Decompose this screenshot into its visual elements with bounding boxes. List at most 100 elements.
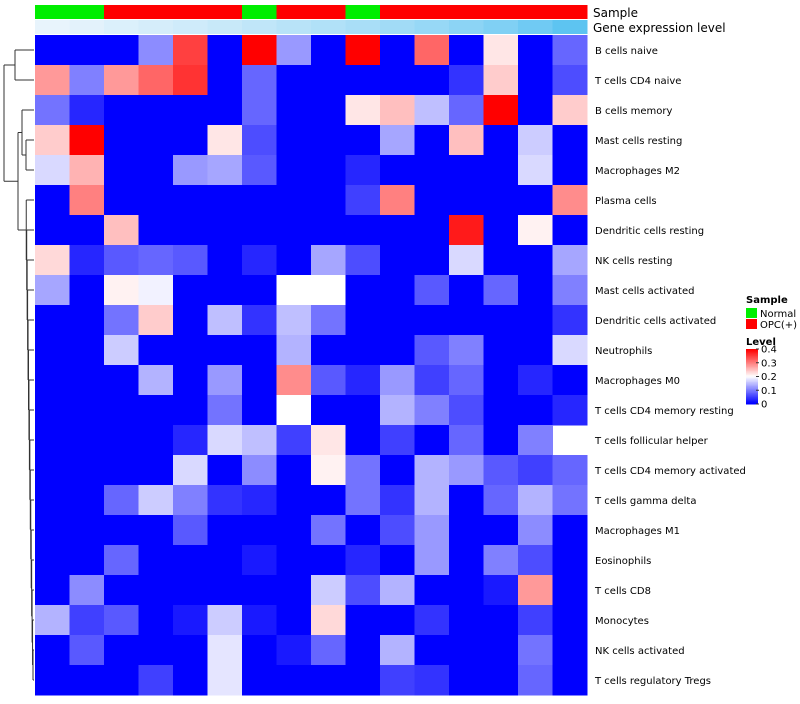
heatmap-cell xyxy=(449,455,484,486)
heatmap-cell xyxy=(207,455,243,486)
heatmap-cell xyxy=(138,425,174,456)
heatmap-cell xyxy=(276,335,312,366)
heatmap-cell xyxy=(518,155,553,186)
heatmap-cell xyxy=(138,65,174,96)
heatmap-cell xyxy=(483,575,519,606)
heatmap-cell xyxy=(311,395,346,426)
heatmap-cell xyxy=(138,125,174,156)
heatmap-cell xyxy=(552,245,588,276)
expression-annotation-cell xyxy=(242,20,277,34)
legend-level-title: Level xyxy=(746,337,776,348)
heatmap-cell xyxy=(35,515,70,546)
heatmap-cell xyxy=(276,305,312,336)
heatmap-cell xyxy=(483,635,519,666)
heatmap-cell xyxy=(242,365,277,396)
heatmap-cell xyxy=(311,485,346,516)
heatmap-cell xyxy=(345,425,381,456)
heatmap-cell xyxy=(380,215,415,246)
expression-annotation-cell xyxy=(414,20,450,34)
heatmap-cell xyxy=(483,485,519,516)
heatmap-cell xyxy=(483,515,519,546)
heatmap-cell xyxy=(276,425,312,456)
sample-annotation-cell xyxy=(518,5,553,19)
heatmap-cell xyxy=(552,65,588,96)
colorbar-step xyxy=(746,386,758,388)
colorbar-step xyxy=(746,362,758,365)
heatmap-cell xyxy=(552,335,588,366)
heatmap-cell xyxy=(483,245,519,276)
track-label: Gene expression level xyxy=(593,21,726,35)
heatmap-cell xyxy=(104,395,139,426)
heatmap-cell xyxy=(380,155,415,186)
heatmap-cell xyxy=(380,545,415,576)
heatmap-cell xyxy=(345,485,381,516)
heatmap-cell xyxy=(69,515,105,546)
heatmap-cell xyxy=(552,35,588,66)
heatmap-cell xyxy=(552,395,588,426)
heatmap-cell xyxy=(173,425,208,456)
heatmap-cell xyxy=(552,545,588,576)
heatmap-cell xyxy=(518,395,553,426)
sample-annotation-cell xyxy=(69,5,105,19)
heatmap-cell xyxy=(69,365,105,396)
heatmap-cell xyxy=(449,335,484,366)
heatmap-cell xyxy=(242,395,277,426)
heatmap-cell xyxy=(414,545,450,576)
expression-annotation-cell xyxy=(311,20,346,34)
legend-swatch-normal xyxy=(746,308,757,318)
colorbar-step xyxy=(746,375,758,377)
heatmap-cell xyxy=(138,215,174,246)
colorbar-step xyxy=(746,383,758,386)
heatmap-cell xyxy=(380,365,415,396)
heatmap-cell xyxy=(242,305,277,336)
heatmap-cell xyxy=(449,545,484,576)
heatmap-cell xyxy=(311,95,346,126)
heatmap-cell xyxy=(69,185,105,216)
heatmap-cell xyxy=(449,65,484,96)
heatmap-cell xyxy=(207,125,243,156)
colorbar-step xyxy=(746,376,758,379)
heatmap-cell xyxy=(414,665,450,696)
heatmap-cell xyxy=(35,155,70,186)
heatmap-cell xyxy=(345,95,381,126)
heatmap-cell xyxy=(242,95,277,126)
heatmap-cell xyxy=(173,665,208,696)
heatmap-cell xyxy=(449,395,484,426)
heatmap-cell xyxy=(345,635,381,666)
colorbar-step xyxy=(746,398,758,401)
colorbar-step xyxy=(746,373,758,376)
heatmap-cell xyxy=(414,245,450,276)
heatmap-cell xyxy=(104,485,139,516)
heatmap-cell xyxy=(207,65,243,96)
expression-annotation-cell xyxy=(138,20,174,34)
heatmap-cell xyxy=(380,395,415,426)
sample-annotation-cell xyxy=(207,5,243,19)
heatmap-cell xyxy=(552,185,588,216)
heatmap-cell xyxy=(380,95,415,126)
heatmap-cell xyxy=(414,395,450,426)
heatmap-cell xyxy=(345,515,381,546)
heatmap-cell xyxy=(345,155,381,186)
heatmap-cell xyxy=(449,125,484,156)
heatmap-cell xyxy=(345,605,381,636)
colorbar-step xyxy=(746,358,758,361)
heatmap-cell xyxy=(35,455,70,486)
heatmap-cell xyxy=(449,665,484,696)
heatmap-cell xyxy=(449,425,484,456)
row-label: B cells memory xyxy=(595,106,672,117)
row-label: Monocytes xyxy=(595,616,649,627)
expression-annotation-cell xyxy=(449,20,484,34)
heatmap-cell xyxy=(311,155,346,186)
heatmap-cell xyxy=(35,605,70,636)
heatmap-cell xyxy=(552,125,588,156)
heatmap-cell xyxy=(173,335,208,366)
heatmap-cell xyxy=(483,395,519,426)
legend: Sample Normal OPC(+) Level 0.4 0.3 0.2 0.1 0 xyxy=(746,295,797,411)
heatmap-cell xyxy=(69,635,105,666)
heatmap-cell xyxy=(207,95,243,126)
heatmap-cell xyxy=(207,335,243,366)
expression-annotation-cell xyxy=(35,20,70,34)
heatmap-cell xyxy=(138,35,174,66)
row-label: T cells regulatory Tregs xyxy=(594,676,711,687)
